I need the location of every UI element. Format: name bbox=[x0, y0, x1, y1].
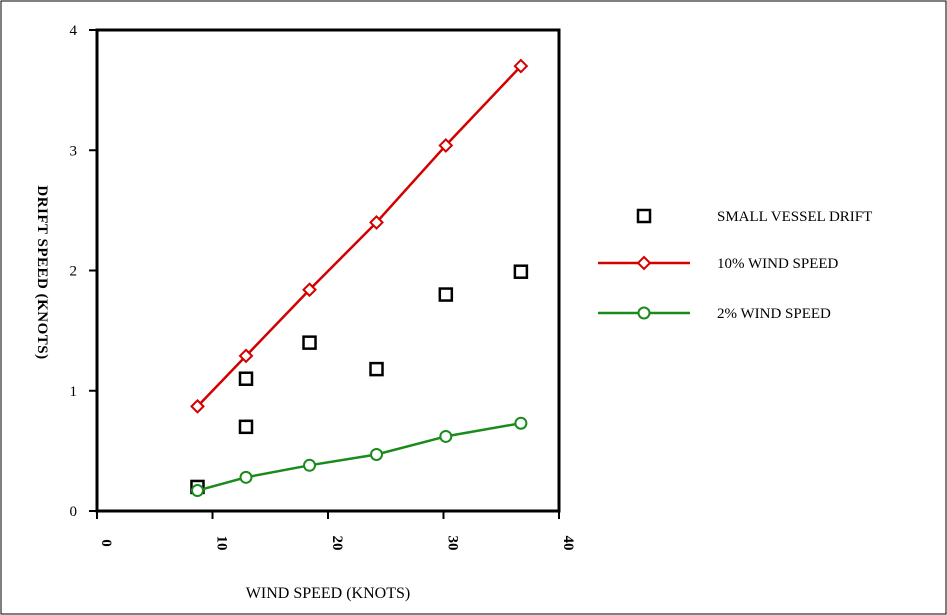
series-2 bbox=[190, 416, 528, 498]
data-point bbox=[238, 348, 254, 364]
legend-entry: SMALL VESSEL DRIFT bbox=[636, 208, 872, 225]
data-point bbox=[302, 282, 317, 298]
x-tick-label: 40 bbox=[560, 536, 576, 551]
y-tick-label: 4 bbox=[70, 23, 78, 39]
data-point bbox=[238, 419, 254, 435]
series-line bbox=[196, 65, 522, 408]
x-axis-label: WIND SPEED (KNOTS) bbox=[246, 585, 410, 602]
data-point bbox=[369, 361, 384, 377]
series-1 bbox=[190, 58, 529, 414]
legend-marker bbox=[636, 255, 652, 271]
data-point bbox=[438, 287, 454, 302]
series-line bbox=[197, 421, 522, 492]
x-tick-label: 0 bbox=[98, 539, 114, 547]
legend-marker bbox=[637, 306, 651, 320]
legend: SMALL VESSEL DRIFT 10% WIND SPEED 2% WIND … bbox=[598, 208, 872, 322]
data-point bbox=[438, 138, 454, 153]
data-point bbox=[302, 335, 317, 350]
data-point bbox=[369, 214, 384, 230]
legend-marker bbox=[636, 208, 652, 224]
data-point bbox=[303, 458, 317, 472]
data-point bbox=[439, 429, 453, 443]
x-tick-label: 30 bbox=[445, 536, 461, 551]
data-point bbox=[239, 470, 253, 484]
y-axis-label: DRIFT SPEED (KNOTS) bbox=[34, 185, 50, 359]
data-point bbox=[190, 484, 204, 498]
legend-entry: 2% WIND SPEED bbox=[598, 306, 831, 322]
y-tick-label: 3 bbox=[70, 143, 78, 159]
legend-entry: 10% WIND SPEED bbox=[598, 255, 839, 272]
y-tick-label: 1 bbox=[70, 384, 78, 400]
data-point bbox=[513, 264, 529, 279]
x-tick-label: 20 bbox=[329, 536, 345, 551]
legend-label: SMALL VESSEL DRIFT bbox=[717, 209, 872, 225]
legend-label: 2% WIND SPEED bbox=[717, 306, 831, 322]
data-point bbox=[238, 371, 254, 386]
y-tick-label: 2 bbox=[70, 264, 78, 280]
data-point bbox=[190, 398, 205, 414]
x-tick-label: 10 bbox=[214, 536, 230, 551]
y-tick-label: 0 bbox=[70, 504, 78, 520]
data-point bbox=[513, 58, 529, 74]
data-point bbox=[514, 416, 528, 430]
data-point bbox=[370, 447, 384, 461]
legend-label: 10% WIND SPEED bbox=[717, 256, 839, 272]
